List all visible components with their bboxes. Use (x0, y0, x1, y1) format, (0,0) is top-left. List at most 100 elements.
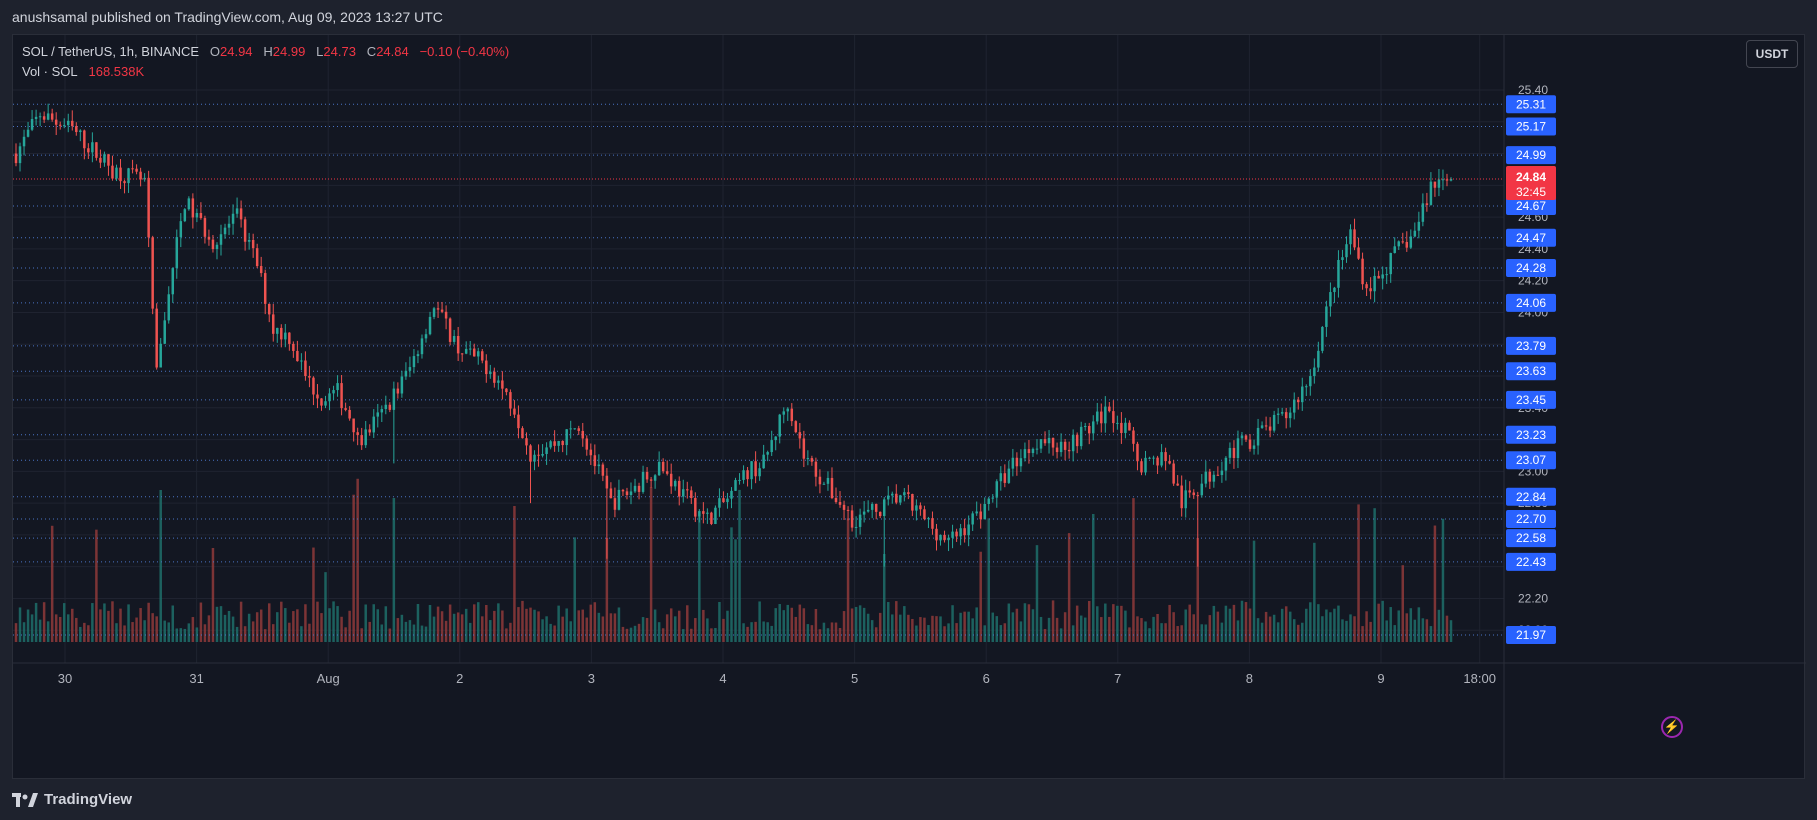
tradingview-logo[interactable]: TradingView (12, 791, 132, 808)
candle-body (143, 177, 146, 180)
volume-bar (392, 498, 396, 642)
candle-body (187, 198, 191, 210)
volume-bar (802, 608, 806, 642)
candle-body (1100, 411, 1103, 424)
candle-body (1357, 247, 1360, 259)
candle-body (1007, 468, 1011, 483)
volume-bar (746, 626, 749, 642)
candle-body (758, 468, 761, 477)
volume-bar (1341, 619, 1344, 642)
candle-body (529, 445, 532, 462)
volume-bar (541, 619, 544, 642)
candle-body (1244, 435, 1248, 440)
candle-body (243, 219, 247, 242)
candle-body (493, 371, 496, 383)
volume-bar (1385, 620, 1388, 642)
candle-body (1373, 275, 1376, 292)
candle-body (1345, 244, 1348, 258)
volume-bar (292, 611, 295, 642)
volume-bar (1321, 616, 1324, 642)
candle-body (1108, 406, 1111, 412)
volume-bar (1429, 626, 1433, 642)
currency-button[interactable]: USDT (1746, 40, 1798, 68)
volume-bar (235, 626, 239, 642)
candle-body (1301, 386, 1304, 403)
volume-bar (830, 622, 834, 642)
volume-bar (300, 626, 303, 642)
volume-bar (1256, 618, 1260, 642)
volume-bar (1027, 604, 1031, 642)
volume-bar (665, 614, 669, 642)
candle-body (1015, 457, 1019, 467)
volume-bar (790, 607, 794, 642)
level-price-label: 23.63 (1516, 364, 1546, 378)
volume-bar (629, 627, 633, 642)
volume-bar (734, 539, 737, 642)
candle-body (436, 308, 440, 310)
volume-bar (179, 628, 183, 642)
volume-bar (593, 602, 597, 642)
candle-body (183, 209, 187, 222)
candle-body (372, 416, 375, 433)
volume-bar (1164, 623, 1167, 642)
volume-bar (919, 617, 922, 642)
candle-body (1216, 474, 1220, 476)
volume-bar (255, 612, 259, 642)
candle-body (163, 320, 166, 344)
volume-bar (577, 610, 580, 642)
candle-body (42, 116, 46, 120)
volume-bar (280, 601, 283, 642)
volume-bar (99, 609, 102, 642)
candle-body (1389, 252, 1392, 275)
volume-bar (1357, 504, 1360, 642)
volume-bar (123, 625, 126, 642)
change-value: −0.10 (−0.40%) (419, 44, 510, 59)
candle-body (722, 498, 725, 503)
volume-bar (203, 624, 207, 642)
volume-bar (533, 609, 536, 642)
symbol-label[interactable]: SOL / TetherUS, 1h, BINANCE (22, 44, 200, 59)
volume-bar (424, 626, 428, 642)
lightning-icon[interactable]: ⚡ (1661, 716, 1683, 738)
volume-bar (722, 618, 725, 642)
volume-bar (259, 609, 263, 642)
candle-body (870, 503, 874, 510)
candle-body (1369, 288, 1372, 292)
candle-body (1196, 495, 1200, 497)
volume-bar (963, 611, 966, 642)
candle-body (340, 383, 343, 409)
candle-body (324, 401, 327, 406)
level-price-label: 22.70 (1516, 512, 1546, 526)
volume-bar (1349, 614, 1352, 642)
candle-body (396, 388, 400, 394)
volume-bar (597, 612, 601, 642)
candle-body (1067, 449, 1071, 452)
x-tick-label: 30 (58, 671, 72, 686)
volume-bar (272, 624, 275, 642)
candle-body (657, 461, 661, 476)
volume-bar (1433, 525, 1437, 642)
candle-body (1333, 287, 1336, 293)
candle-body (742, 470, 745, 480)
candle-body (806, 458, 810, 460)
volume-bar (324, 572, 327, 642)
candle-body (778, 414, 781, 437)
candle-body (1027, 449, 1031, 454)
volume-bar (183, 628, 187, 642)
candle-body (280, 327, 283, 340)
candlestick-chart[interactable]: 25.4025.2025.0024.8024.6024.4024.2024.00… (13, 35, 1806, 780)
volume-bar (858, 605, 862, 642)
chart-frame[interactable]: 25.4025.2025.0024.8024.6024.4024.2024.00… (12, 34, 1806, 780)
volume-bar (348, 610, 351, 642)
volume-bar (991, 612, 995, 642)
candle-body (874, 503, 878, 512)
volume-bar (1369, 621, 1372, 642)
volume-bar (661, 628, 665, 642)
volume-label[interactable]: Vol · SOL (22, 64, 78, 79)
volume-bar (529, 607, 532, 642)
candle-body (58, 124, 62, 126)
volume-bar (155, 616, 158, 642)
volume-bar (1043, 629, 1047, 642)
candle-body (686, 489, 689, 491)
open-value: 24.94 (220, 44, 253, 59)
